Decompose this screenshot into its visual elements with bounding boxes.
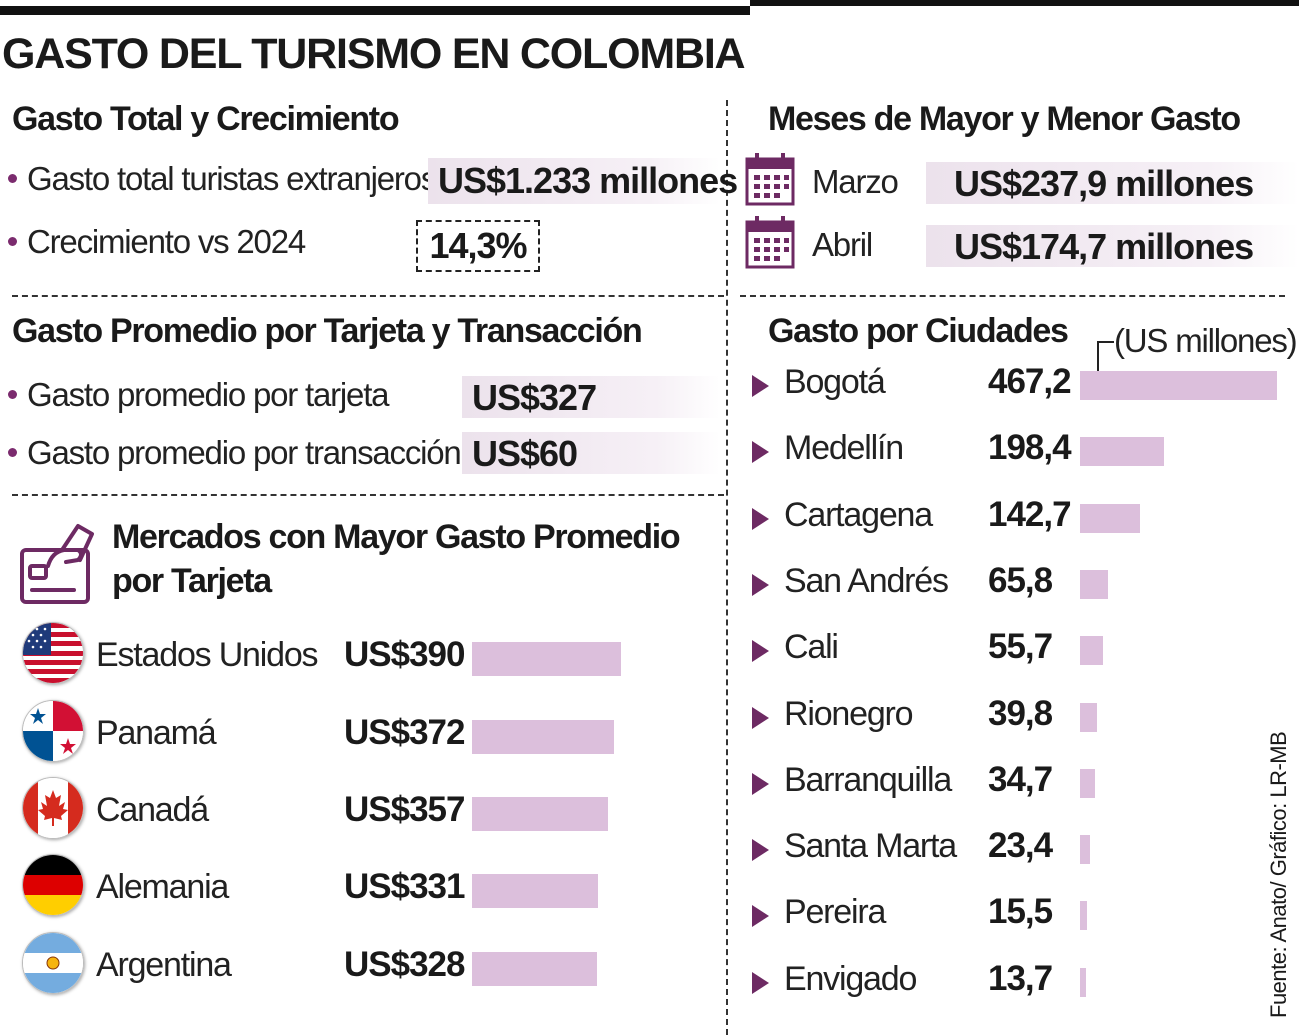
city-bar <box>1080 569 1108 599</box>
city-label: Medellín <box>784 429 904 468</box>
market-value-label: US$328 <box>344 945 465 984</box>
total-spend-value: US$1.233 millones <box>438 160 738 201</box>
bullet-triangle-icon <box>752 507 769 530</box>
bullet-triangle-icon <box>752 573 769 596</box>
total-spend-value-box: US$1.233 millones <box>428 158 738 204</box>
market-value-label: US$331 <box>344 867 465 906</box>
market-label: Argentina <box>96 946 232 984</box>
avg-card-value: US$327 <box>472 377 597 418</box>
cities-unit-note: (US millones) <box>1114 322 1298 359</box>
city-bar <box>1080 371 1277 400</box>
avg-transaction-value: US$60 <box>472 433 578 474</box>
market-bar <box>472 952 597 986</box>
germany-flag-icon <box>22 854 84 916</box>
divider-left-2 <box>12 494 724 496</box>
average-section-title: Gasto Promedio por Tarjeta y Transacción <box>12 312 643 350</box>
city-bar <box>1080 437 1164 467</box>
market-label: Alemania <box>96 868 229 906</box>
top-rule-left <box>0 6 750 15</box>
market-value-label: US$372 <box>344 713 465 752</box>
months-section-title: Meses de Mayor y Menor Gasto <box>768 100 1241 138</box>
city-label: Pereira <box>784 893 886 932</box>
total-spend-label: Gasto total turistas extranjeros <box>8 160 437 198</box>
month-march-value: US$237,9 millones <box>954 163 1254 204</box>
city-bar <box>1080 835 1090 865</box>
city-label: Rionegro <box>784 694 914 733</box>
city-value-label: 15,5 <box>988 892 1053 932</box>
city-value-label: 65,8 <box>988 560 1053 600</box>
city-bar <box>1080 901 1087 931</box>
city-bar <box>1080 702 1097 732</box>
total-section-title: Gasto Total y Crecimiento <box>12 100 400 138</box>
bullet-triangle-icon <box>752 375 769 397</box>
city-value-label: 34,7 <box>988 759 1053 799</box>
bullet-triangle-icon <box>752 971 769 994</box>
city-label: Santa Marta <box>784 827 957 866</box>
bullet-triangle-icon <box>752 839 769 862</box>
month-march-value-box: US$237,9 millones <box>926 162 1299 204</box>
markets-section-title-line2: por Tarjeta <box>112 562 272 600</box>
market-bar <box>472 720 614 754</box>
city-value-label: 467,2 <box>988 362 1072 401</box>
markets-section-title-line1: Mercados con Mayor Gasto Promedio <box>112 518 681 556</box>
usa-flag-icon <box>22 622 84 684</box>
city-value-label: 13,7 <box>988 958 1053 998</box>
growth-label: Crecimiento vs 2024 <box>8 223 306 261</box>
source-note: Fuente: Anato/ Gráfico: LR-MB <box>1266 731 1291 1018</box>
bullet-icon <box>8 173 17 183</box>
city-label: Barranquilla <box>784 760 952 799</box>
bullet-triangle-icon <box>752 905 769 928</box>
month-april-label: Abril <box>812 226 873 263</box>
city-label: Cartagena <box>784 495 933 534</box>
city-bar <box>1080 967 1086 997</box>
canada-flag-icon <box>22 777 84 839</box>
market-bar <box>472 797 608 831</box>
month-march-label: Marzo <box>812 163 899 200</box>
city-value-label: 198,4 <box>988 428 1072 468</box>
city-label: San Andrés <box>784 561 949 600</box>
market-bar <box>472 874 598 908</box>
avg-transaction-label: Gasto promedio por transacción <box>8 434 462 472</box>
city-label: Bogotá <box>784 363 886 401</box>
argentina-flag-icon <box>22 932 84 994</box>
avg-card-value-box: US$327 <box>462 376 720 418</box>
calendar-icon <box>745 153 795 206</box>
bullet-icon <box>8 447 17 457</box>
city-value-label: 55,7 <box>988 627 1053 667</box>
bullet-triangle-icon <box>752 640 769 663</box>
bullet-triangle-icon <box>752 772 769 795</box>
bullet-icon <box>8 389 17 399</box>
city-label: Envigado <box>784 959 917 998</box>
market-bar <box>472 642 621 676</box>
market-label: Estados Unidos <box>96 636 319 674</box>
market-value-label: US$390 <box>344 635 465 674</box>
vertical-divider <box>726 100 728 1035</box>
city-bar <box>1080 503 1140 533</box>
panama-flag-icon <box>22 700 84 762</box>
growth-value: 14,3% <box>416 220 540 272</box>
city-bar <box>1080 768 1095 798</box>
cities-section-title: Gasto por Ciudades <box>768 312 1069 350</box>
main-title: GASTO DEL TURISMO EN COLOMBIA <box>2 30 746 78</box>
bullet-triangle-icon <box>752 441 769 464</box>
city-value-label: 23,4 <box>988 826 1053 866</box>
market-label: Canadá <box>96 791 209 829</box>
city-label: Cali <box>784 628 839 667</box>
divider-right-1 <box>740 295 1285 297</box>
month-april-value: US$174,7 millones <box>954 226 1254 267</box>
calendar-icon <box>745 216 795 269</box>
market-label: Panamá <box>96 714 217 752</box>
bullet-icon <box>8 236 17 246</box>
city-value-label: 39,8 <box>988 693 1053 733</box>
bullet-triangle-icon <box>752 706 769 729</box>
avg-card-label: Gasto promedio por tarjeta <box>8 376 390 414</box>
divider-left-1 <box>12 295 724 297</box>
city-bar <box>1080 636 1103 666</box>
market-value-label: US$357 <box>344 790 465 829</box>
avg-transaction-value-box: US$60 <box>462 432 720 474</box>
top-rule-right <box>750 0 1299 6</box>
month-april-value-box: US$174,7 millones <box>926 225 1299 267</box>
card-payment-icon <box>20 524 94 604</box>
city-value-label: 142,7 <box>988 494 1072 534</box>
